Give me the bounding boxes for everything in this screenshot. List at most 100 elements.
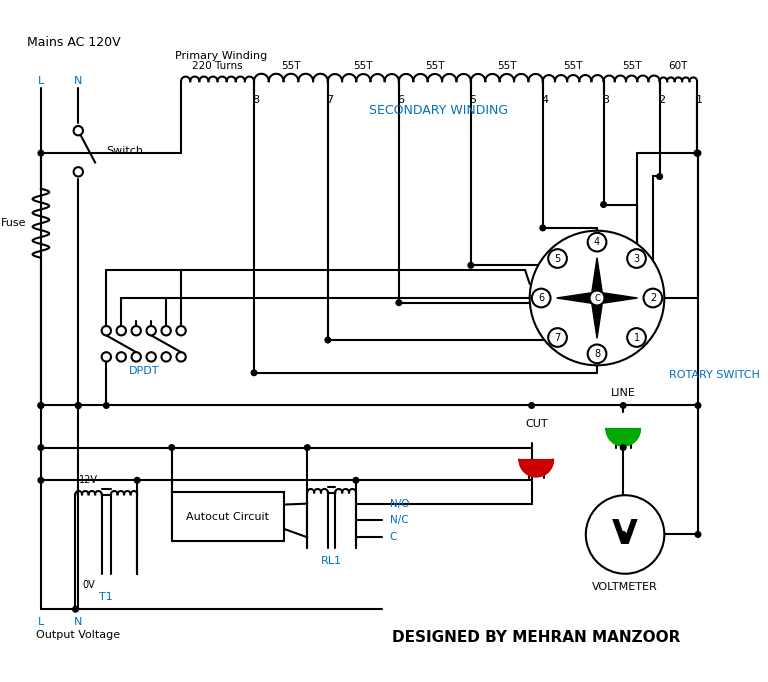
Circle shape xyxy=(169,445,174,450)
Circle shape xyxy=(304,445,310,450)
Circle shape xyxy=(695,150,700,156)
Text: 6: 6 xyxy=(538,293,545,303)
Text: V: V xyxy=(612,518,638,551)
Circle shape xyxy=(694,150,700,156)
Circle shape xyxy=(538,295,544,301)
Circle shape xyxy=(554,256,561,261)
Circle shape xyxy=(147,352,156,361)
Circle shape xyxy=(621,532,626,537)
Text: LINE: LINE xyxy=(611,388,636,398)
Circle shape xyxy=(177,326,186,336)
Circle shape xyxy=(634,335,639,340)
Circle shape xyxy=(161,326,170,336)
Text: 55T: 55T xyxy=(425,61,445,71)
Text: 55T: 55T xyxy=(564,61,583,71)
Circle shape xyxy=(75,402,81,409)
Circle shape xyxy=(695,402,700,409)
Text: 8: 8 xyxy=(594,349,600,359)
Text: 5: 5 xyxy=(554,254,561,263)
Circle shape xyxy=(104,402,109,409)
Text: DESIGNED BY MEHRAN MANZOOR: DESIGNED BY MEHRAN MANZOOR xyxy=(392,629,680,644)
Circle shape xyxy=(38,150,44,156)
Circle shape xyxy=(73,606,78,612)
Circle shape xyxy=(117,326,126,336)
Text: 55T: 55T xyxy=(281,61,300,71)
Circle shape xyxy=(590,291,604,306)
Circle shape xyxy=(38,477,44,483)
Text: 7: 7 xyxy=(326,95,333,105)
Circle shape xyxy=(38,402,44,409)
Text: 4: 4 xyxy=(541,95,548,105)
Circle shape xyxy=(621,445,626,450)
Circle shape xyxy=(695,532,700,537)
Text: CUT: CUT xyxy=(525,419,548,429)
Polygon shape xyxy=(607,429,640,445)
Text: N/O: N/O xyxy=(389,499,409,509)
Circle shape xyxy=(74,167,83,177)
Text: 3: 3 xyxy=(602,95,609,105)
Text: 220 Turns: 220 Turns xyxy=(192,61,243,71)
Circle shape xyxy=(134,477,140,483)
Text: L: L xyxy=(38,76,44,86)
Text: 55T: 55T xyxy=(353,61,373,71)
Circle shape xyxy=(694,150,700,156)
Circle shape xyxy=(147,326,156,336)
Text: Output Voltage: Output Voltage xyxy=(36,630,121,640)
Circle shape xyxy=(74,126,83,135)
Circle shape xyxy=(38,445,44,450)
Text: RL1: RL1 xyxy=(321,556,342,565)
Circle shape xyxy=(468,263,474,268)
Text: 2: 2 xyxy=(650,293,656,303)
Text: 12V: 12V xyxy=(79,475,98,486)
Circle shape xyxy=(650,295,656,301)
Circle shape xyxy=(627,328,646,347)
Circle shape xyxy=(75,402,81,409)
Text: 60T: 60T xyxy=(669,61,688,71)
Circle shape xyxy=(644,288,662,308)
Circle shape xyxy=(548,328,567,347)
Text: 1: 1 xyxy=(695,95,703,105)
Text: ROTARY SWITCH: ROTARY SWITCH xyxy=(669,370,760,380)
Circle shape xyxy=(621,402,626,409)
Circle shape xyxy=(588,233,607,252)
Circle shape xyxy=(117,352,126,361)
Text: Switch: Switch xyxy=(106,146,144,156)
Circle shape xyxy=(594,351,600,357)
Circle shape xyxy=(588,344,607,364)
Text: C: C xyxy=(389,532,397,542)
Text: L: L xyxy=(38,617,44,627)
Text: 5: 5 xyxy=(469,95,476,105)
Circle shape xyxy=(627,249,646,268)
Circle shape xyxy=(657,174,663,179)
Circle shape xyxy=(548,249,567,268)
Text: 2: 2 xyxy=(658,95,665,105)
Circle shape xyxy=(177,352,186,361)
Text: N/C: N/C xyxy=(389,516,408,525)
Text: 55T: 55T xyxy=(497,61,517,71)
Text: T1: T1 xyxy=(99,592,113,602)
Text: N: N xyxy=(74,617,82,627)
Text: Fuse: Fuse xyxy=(2,218,27,228)
Text: 7: 7 xyxy=(554,333,561,342)
Circle shape xyxy=(530,231,664,366)
Text: N: N xyxy=(74,76,82,86)
Bar xyxy=(172,492,284,541)
Circle shape xyxy=(586,495,664,574)
Text: 55T: 55T xyxy=(622,61,641,71)
Text: 4: 4 xyxy=(594,237,600,247)
Circle shape xyxy=(634,256,639,261)
Circle shape xyxy=(38,402,44,409)
Text: 1: 1 xyxy=(634,333,640,342)
Text: 3: 3 xyxy=(634,254,640,263)
Text: Primary Winding: Primary Winding xyxy=(175,51,267,61)
Circle shape xyxy=(601,202,607,207)
Text: Autocut Circuit: Autocut Circuit xyxy=(187,512,270,522)
Polygon shape xyxy=(557,258,637,338)
Text: 0V: 0V xyxy=(82,580,95,590)
Circle shape xyxy=(161,352,170,361)
Text: 8: 8 xyxy=(253,95,260,105)
Circle shape xyxy=(325,338,331,343)
Circle shape xyxy=(529,402,535,409)
Circle shape xyxy=(131,352,141,361)
Circle shape xyxy=(594,239,600,245)
